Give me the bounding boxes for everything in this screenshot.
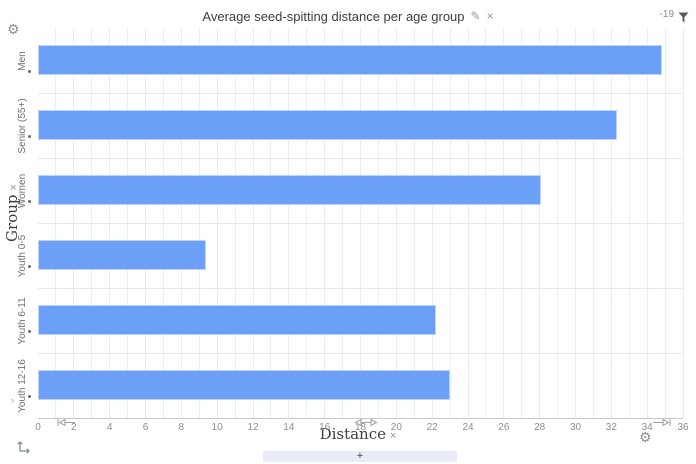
gridline (682, 28, 684, 418)
x-axis-title: Distance × (278, 425, 438, 443)
x-tick-label: 30 (569, 422, 582, 433)
x-axis-lower-handle[interactable] (57, 414, 76, 432)
x-tick-label: 32 (605, 422, 617, 433)
x-tick-label: 22 (426, 422, 438, 433)
x-tick-label: 2 (71, 422, 77, 433)
category-label: Women (17, 173, 28, 208)
category-drag-handle[interactable] (28, 394, 31, 398)
row-separator (38, 287, 683, 289)
chart-title: Average seed-spitting distance per age g… (202, 8, 465, 24)
remove-x-field-icon[interactable]: × (390, 430, 397, 442)
x-axis-upper-handle[interactable] (652, 414, 671, 432)
gear-icon[interactable]: ⚙ (7, 21, 20, 37)
bar-youth-0-5[interactable] (38, 240, 207, 270)
category-drag-handle[interactable] (28, 69, 31, 73)
x-tick-label: 14 (283, 422, 295, 433)
filter-icon[interactable] (678, 10, 689, 28)
row-separator (38, 222, 683, 224)
bar-youth-6-11[interactable] (38, 305, 436, 335)
row-separator (38, 92, 683, 94)
row-separator (38, 157, 683, 159)
swap-axes-icon[interactable] (16, 440, 31, 460)
x-tick-label: 18 (354, 422, 367, 433)
x-tick-label: 24 (462, 422, 474, 433)
x-tick-label: 0 (35, 422, 41, 433)
filter-value: -19 (659, 9, 674, 20)
gear-icon[interactable]: ⚙ (639, 429, 652, 445)
add-field-button[interactable]: + (263, 451, 457, 462)
category-label: Senior (55+) (17, 97, 28, 154)
x-tick-label: 10 (211, 422, 223, 433)
x-tick-label: 28 (534, 422, 546, 433)
category-label: Youth 12-16 (17, 358, 28, 413)
category-drag-handle[interactable] (28, 134, 31, 138)
x-tick-label: 36 (677, 422, 689, 433)
x-tick-label: 8 (178, 422, 185, 433)
close-title-icon[interactable]: × (486, 9, 494, 23)
x-tick-label: 6 (142, 422, 149, 433)
x-tick-label: 20 (390, 422, 402, 433)
category-drag-handle[interactable] (28, 329, 31, 333)
y-axis-range-handle[interactable]: › (11, 395, 14, 405)
category-drag-handle[interactable] (28, 199, 31, 203)
x-tick-label: 16 (319, 422, 331, 433)
bar-men[interactable] (38, 45, 662, 75)
x-tick-label: 26 (498, 422, 510, 433)
x-tick-label: 12 (247, 422, 259, 433)
x-axis-label: Distance (319, 425, 386, 443)
row-separator (38, 352, 683, 354)
bar-youth-12-16[interactable] (38, 370, 451, 400)
bar-senior-55-[interactable] (38, 110, 617, 140)
chart-title-row: Average seed-spitting distance per age g… (0, 6, 696, 26)
category-label: Youth 6-11 (17, 296, 28, 345)
x-tick-label: 34 (641, 422, 653, 433)
category-drag-handle[interactable] (28, 264, 31, 268)
x-axis-pan-handle[interactable] (353, 414, 379, 432)
category-label: Youth 0-5 (17, 234, 28, 277)
category-label: Men (17, 50, 28, 71)
edit-title-icon[interactable]: ✎ (470, 9, 481, 23)
bar-women[interactable] (38, 175, 542, 205)
x-tick-label: 4 (106, 422, 113, 433)
plot-area (38, 28, 684, 419)
